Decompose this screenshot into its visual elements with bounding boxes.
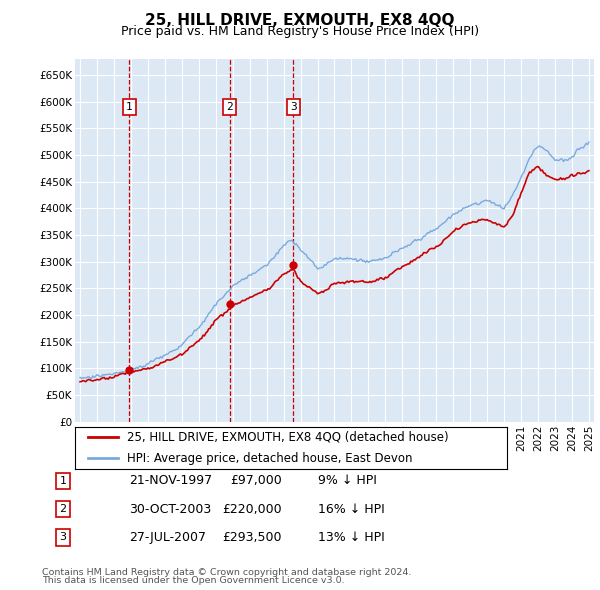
- Text: 2: 2: [59, 504, 67, 514]
- Text: £97,000: £97,000: [230, 474, 282, 487]
- Text: Contains HM Land Registry data © Crown copyright and database right 2024.: Contains HM Land Registry data © Crown c…: [42, 568, 412, 577]
- Text: 1: 1: [126, 102, 133, 112]
- Text: £220,000: £220,000: [223, 503, 282, 516]
- Text: 21-NOV-1997: 21-NOV-1997: [129, 474, 212, 487]
- Text: 13% ↓ HPI: 13% ↓ HPI: [318, 531, 385, 544]
- Text: 25, HILL DRIVE, EXMOUTH, EX8 4QQ: 25, HILL DRIVE, EXMOUTH, EX8 4QQ: [145, 13, 455, 28]
- Text: 2: 2: [226, 102, 233, 112]
- Text: HPI: Average price, detached house, East Devon: HPI: Average price, detached house, East…: [127, 452, 412, 465]
- Text: 27-JUL-2007: 27-JUL-2007: [129, 531, 206, 544]
- Text: This data is licensed under the Open Government Licence v3.0.: This data is licensed under the Open Gov…: [42, 576, 344, 585]
- Text: 16% ↓ HPI: 16% ↓ HPI: [318, 503, 385, 516]
- Text: 25, HILL DRIVE, EXMOUTH, EX8 4QQ (detached house): 25, HILL DRIVE, EXMOUTH, EX8 4QQ (detach…: [127, 431, 448, 444]
- Text: 3: 3: [290, 102, 296, 112]
- Text: 9% ↓ HPI: 9% ↓ HPI: [318, 474, 377, 487]
- Text: £293,500: £293,500: [223, 531, 282, 544]
- Text: 3: 3: [59, 533, 67, 542]
- Text: Price paid vs. HM Land Registry's House Price Index (HPI): Price paid vs. HM Land Registry's House …: [121, 25, 479, 38]
- Text: 30-OCT-2003: 30-OCT-2003: [129, 503, 211, 516]
- Text: 1: 1: [59, 476, 67, 486]
